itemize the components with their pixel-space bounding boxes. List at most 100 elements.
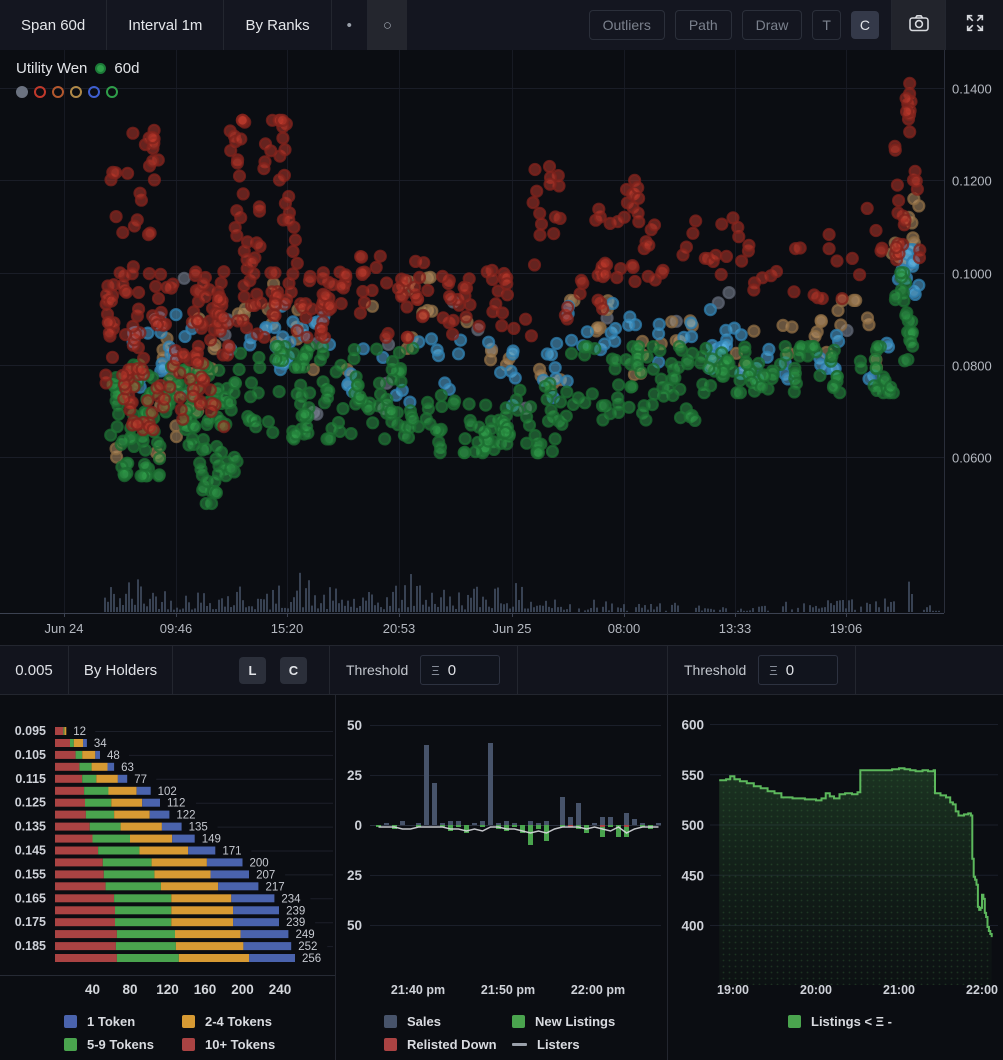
- threshold-label-1: Threshold: [346, 662, 409, 678]
- svg-text:20:53: 20:53: [383, 621, 416, 636]
- legend-label: Listings < Ξ -: [811, 1014, 892, 1029]
- svg-text:Jun 24: Jun 24: [44, 621, 83, 636]
- top-toolbar: Span 60d Interval 1m By Ranks • ○ Outlie…: [0, 0, 1003, 50]
- eth-symbol: Ξ: [431, 662, 440, 678]
- svg-text:08:00: 08:00: [608, 621, 641, 636]
- svg-text:15:20: 15:20: [271, 621, 304, 636]
- legend-label: 1 Token: [87, 1014, 136, 1029]
- holders-legend: 1 Token 2-4 Tokens 5-9 Tokens 10+ Tokens: [0, 1005, 335, 1060]
- threshold-group-1: Threshold Ξ 0: [330, 646, 518, 694]
- t-toggle-button[interactable]: T: [812, 10, 841, 40]
- legend-item-sales[interactable]: Sales: [384, 1014, 512, 1029]
- floor-price-display[interactable]: 0.005: [0, 646, 69, 694]
- svg-text:0.095: 0.095: [15, 724, 46, 738]
- price-scatter-plot[interactable]: 0.1400 0.1200 0.1000 0.0800 0.0600 Jun 24 09:4…: [0, 50, 1003, 645]
- camera-icon: [907, 11, 931, 40]
- svg-text:22:00: 22:00: [966, 983, 998, 997]
- svg-text:25: 25: [347, 768, 363, 783]
- svg-text:135: 135: [189, 822, 208, 834]
- svg-text:34: 34: [94, 738, 107, 750]
- svg-text:80: 80: [122, 982, 137, 997]
- toggle-green-icon[interactable]: [106, 86, 118, 98]
- svg-text:450: 450: [681, 868, 704, 883]
- threshold-input-2[interactable]: Ξ 0: [758, 655, 839, 685]
- legend-swatch: [182, 1015, 195, 1028]
- toolbar2-spacer-1: [518, 646, 668, 694]
- legend-item-new-listings[interactable]: New Listings: [512, 1014, 667, 1029]
- listings-depth-chart[interactable]: 600 550 500 450 400 19:00 20:00 21:00 22:00: [668, 695, 1003, 1005]
- by-ranks-selector[interactable]: By Ranks: [224, 0, 332, 50]
- svg-text:40: 40: [85, 982, 100, 997]
- legend-swatch: [64, 1038, 77, 1051]
- span-selector[interactable]: Span 60d: [0, 0, 108, 50]
- legend-item-2-4-tokens[interactable]: 2-4 Tokens: [182, 1014, 335, 1029]
- svg-text:240: 240: [269, 982, 292, 997]
- legend-item-1-token[interactable]: 1 Token: [64, 1014, 182, 1029]
- toggle-all-icon[interactable]: [16, 86, 28, 98]
- toggle-tan-icon[interactable]: [70, 86, 82, 98]
- svg-text:112: 112: [167, 798, 185, 810]
- legend-item-listings-[interactable]: Listings < Ξ -: [788, 1014, 1003, 1029]
- circle-mode-button[interactable]: ○: [367, 0, 407, 50]
- collection-period: 60d: [114, 60, 140, 77]
- svg-text:252: 252: [298, 941, 317, 953]
- dot-mode-button[interactable]: •: [332, 0, 368, 50]
- svg-text:25: 25: [347, 868, 363, 883]
- toggle-blue-icon[interactable]: [88, 86, 100, 98]
- threshold-input-1[interactable]: Ξ 0: [420, 655, 501, 685]
- svg-text:200: 200: [250, 857, 269, 869]
- svg-text:102: 102: [158, 786, 177, 798]
- collection-title: Utility Wen: [16, 60, 88, 77]
- legend-label: Relisted Down: [407, 1037, 497, 1052]
- svg-text:600: 600: [681, 718, 704, 733]
- path-button[interactable]: Path: [674, 10, 732, 40]
- svg-text:122: 122: [176, 810, 195, 822]
- screenshot-button[interactable]: [891, 0, 945, 50]
- holders-panel: 12 0.095 34 48 0.105 63 77 0.115 102 112 0.125 122 1…: [0, 695, 336, 1060]
- legend-swatch: [788, 1015, 801, 1028]
- legend-item-listers[interactable]: Listers: [512, 1037, 667, 1052]
- legend-swatch: [384, 1038, 397, 1051]
- c-mode-button[interactable]: C: [280, 656, 307, 684]
- svg-text:234: 234: [281, 893, 301, 905]
- svg-text:0.155: 0.155: [15, 867, 46, 881]
- outliers-button[interactable]: Outliers: [588, 10, 665, 40]
- legend-item-5-9-tokens[interactable]: 5-9 Tokens: [64, 1037, 182, 1052]
- svg-text:0.1400: 0.1400: [952, 82, 992, 97]
- svg-text:50: 50: [347, 718, 362, 733]
- toggle-red-icon[interactable]: [34, 86, 46, 98]
- svg-text:239: 239: [286, 905, 305, 917]
- eth-symbol-2: Ξ: [769, 662, 778, 678]
- draw-button[interactable]: Draw: [741, 10, 803, 40]
- legend-label: Sales: [407, 1014, 441, 1029]
- toggle-orange-icon[interactable]: [52, 86, 64, 98]
- holders-distribution-chart[interactable]: 120.09534480.10563770.1151021120.1251221…: [0, 695, 335, 1005]
- listings-legend: Listings < Ξ -: [668, 1005, 1003, 1060]
- c-toggle-button[interactable]: C: [850, 11, 879, 39]
- svg-text:256: 256: [302, 953, 321, 965]
- by-holders-selector[interactable]: By Holders: [69, 646, 173, 694]
- svg-text:12: 12: [73, 726, 86, 738]
- svg-text:217: 217: [265, 881, 284, 893]
- legend-swatch: [512, 1043, 527, 1046]
- svg-text:207: 207: [256, 869, 275, 881]
- l-mode-button[interactable]: L: [239, 656, 266, 684]
- svg-text:249: 249: [295, 929, 314, 941]
- svg-text:0.0600: 0.0600: [952, 451, 992, 466]
- expand-icon: [964, 12, 986, 39]
- threshold-label-2: Threshold: [684, 662, 747, 678]
- legend-item-10-tokens[interactable]: 10+ Tokens: [182, 1037, 335, 1052]
- svg-text:0.145: 0.145: [15, 844, 46, 858]
- market-activity-chart[interactable]: 50 25 0 25 50 21:40 pm 21:50 pm 22:00 pm: [336, 695, 667, 1005]
- interval-selector[interactable]: Interval 1m: [107, 0, 225, 50]
- svg-text:19:06: 19:06: [830, 621, 863, 636]
- svg-text:77: 77: [134, 774, 147, 786]
- legend-label: 2-4 Tokens: [205, 1014, 272, 1029]
- svg-text:21:50 pm: 21:50 pm: [481, 983, 535, 997]
- fullscreen-button[interactable]: [945, 0, 1003, 50]
- svg-text:171: 171: [222, 846, 241, 858]
- legend-item-relisted-down[interactable]: Relisted Down: [384, 1037, 512, 1052]
- series-toggle-row: [16, 86, 139, 98]
- svg-text:0.125: 0.125: [15, 796, 46, 810]
- svg-text:63: 63: [121, 762, 134, 774]
